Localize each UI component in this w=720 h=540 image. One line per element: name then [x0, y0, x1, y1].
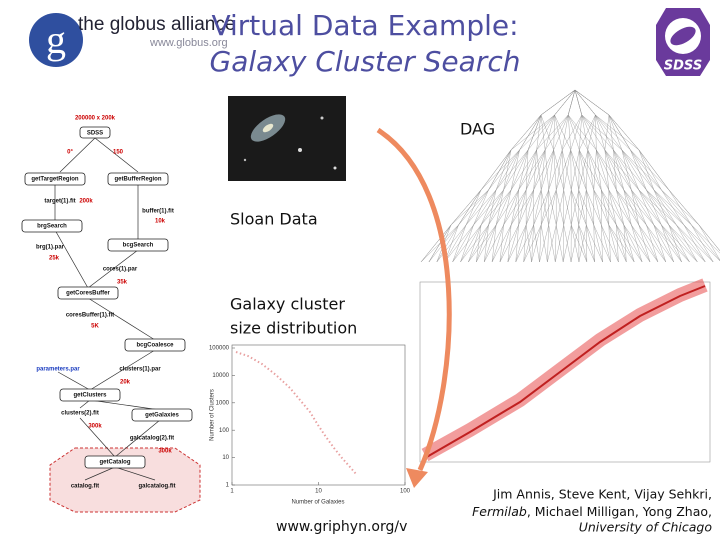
- distribution-label: Galaxy cluster: [230, 295, 345, 314]
- title-line-1: Virtual Data Example:: [211, 9, 518, 42]
- globus-logo: g the globus alliance www.globus.org: [29, 13, 235, 67]
- credits-org: Fermilab: [472, 504, 527, 519]
- node: brgSearch: [37, 224, 67, 230]
- node: getBufferRegion: [115, 177, 162, 183]
- node: getCoresBuffer: [66, 291, 110, 297]
- flow-arrow: [376, 127, 452, 472]
- file: buffer(1).fit: [142, 209, 174, 215]
- node-box: [84, 455, 146, 469]
- node-box: [107, 172, 169, 186]
- dag-edges: [420, 89, 720, 263]
- footer-url: www.griphyn.org/v: [276, 519, 407, 535]
- header: 200000 x 200k: [75, 116, 116, 122]
- node-box: [57, 286, 119, 300]
- source: SDSS: [87, 131, 103, 137]
- node-box: [124, 338, 186, 352]
- size: 20k: [120, 380, 131, 386]
- size: 10k: [155, 219, 166, 225]
- file: cores(1).par: [103, 267, 138, 273]
- node: bcgCoalesce: [136, 343, 174, 349]
- footer-bg: [270, 510, 430, 540]
- x-tick-label: 1: [230, 489, 234, 495]
- size: 25k: [49, 256, 60, 262]
- galaxy-image: [228, 96, 346, 181]
- credits-names: , Michael Milligan, Yong Zhao,: [527, 504, 712, 519]
- title-line-2: Galaxy Cluster Search: [210, 45, 521, 78]
- y-tick-label: 10: [222, 455, 229, 461]
- credits-bg: [428, 484, 720, 540]
- angle: 150: [113, 150, 124, 156]
- node: getClusters: [73, 393, 107, 399]
- sdss-logo: SDSS: [656, 8, 710, 76]
- node-box: [59, 388, 121, 402]
- size: 5K: [91, 324, 99, 330]
- y-tick-label: 100000: [209, 346, 230, 352]
- size: 35k: [117, 280, 128, 286]
- angle: 0°: [67, 150, 73, 156]
- distribution-label: size distribution: [230, 319, 357, 338]
- node-box: [131, 408, 193, 422]
- node-box: [24, 172, 86, 186]
- node-box: [21, 219, 83, 233]
- sloan-label: Sloan Data: [230, 210, 318, 229]
- y-tick-label: 1: [226, 483, 230, 489]
- y-axis-label: Number of Clusters: [210, 389, 216, 441]
- size: 300k: [158, 449, 172, 455]
- y-tick-label: 1000: [216, 400, 230, 406]
- file: clusters(1).par: [119, 367, 161, 373]
- dag-graph: [420, 89, 720, 263]
- workflow-diagram: 200000 x 200k SDSS 0° 150 getTargetRegio…: [21, 116, 201, 513]
- logo-g: g: [46, 17, 66, 62]
- x-tick-label: 100: [400, 489, 411, 495]
- size: 200k: [79, 199, 93, 205]
- node: getTargetRegion: [31, 177, 79, 183]
- node: bcgSearch: [123, 243, 154, 249]
- arrow-head: [406, 468, 428, 488]
- cluster-plot: [419, 278, 711, 463]
- log-plot: Number of Clusters Number of Galaxies 10…: [209, 344, 411, 506]
- sdss-text: SDSS: [664, 59, 702, 74]
- logo-url: www.globus.org: [149, 37, 228, 49]
- node-box: [107, 238, 169, 252]
- node: getGalaxies: [145, 413, 179, 419]
- y-tick-label: 10000: [212, 373, 229, 379]
- x-axis-label: Number of Galaxies: [291, 500, 344, 506]
- y-tick-label: 100: [219, 428, 230, 434]
- node: getCatalog: [99, 460, 130, 466]
- file: target(1).fit: [44, 199, 75, 205]
- size: 300k: [88, 424, 102, 430]
- credits-org: University of Chicago: [579, 520, 713, 535]
- file: parameters.par: [36, 367, 80, 373]
- file: brg(1).par: [36, 245, 65, 251]
- file: clusters(2).fit: [61, 411, 99, 417]
- credits-line: Fermilab, Michael Milligan, Yong Zhao,: [472, 504, 712, 519]
- file: coresBuffer(1).fit: [66, 313, 114, 319]
- file: galcatalog.fit: [138, 484, 175, 490]
- x-tick-label: 10: [315, 489, 322, 495]
- logo-name: the globus alliance: [78, 14, 235, 35]
- credits-line: Jim Annis, Steve Kent, Vijay Sehkri,: [492, 487, 712, 502]
- file: catalog.fit: [71, 484, 99, 490]
- dag-label: DAG: [460, 120, 495, 139]
- file: galcatalog(2).fit: [130, 436, 174, 442]
